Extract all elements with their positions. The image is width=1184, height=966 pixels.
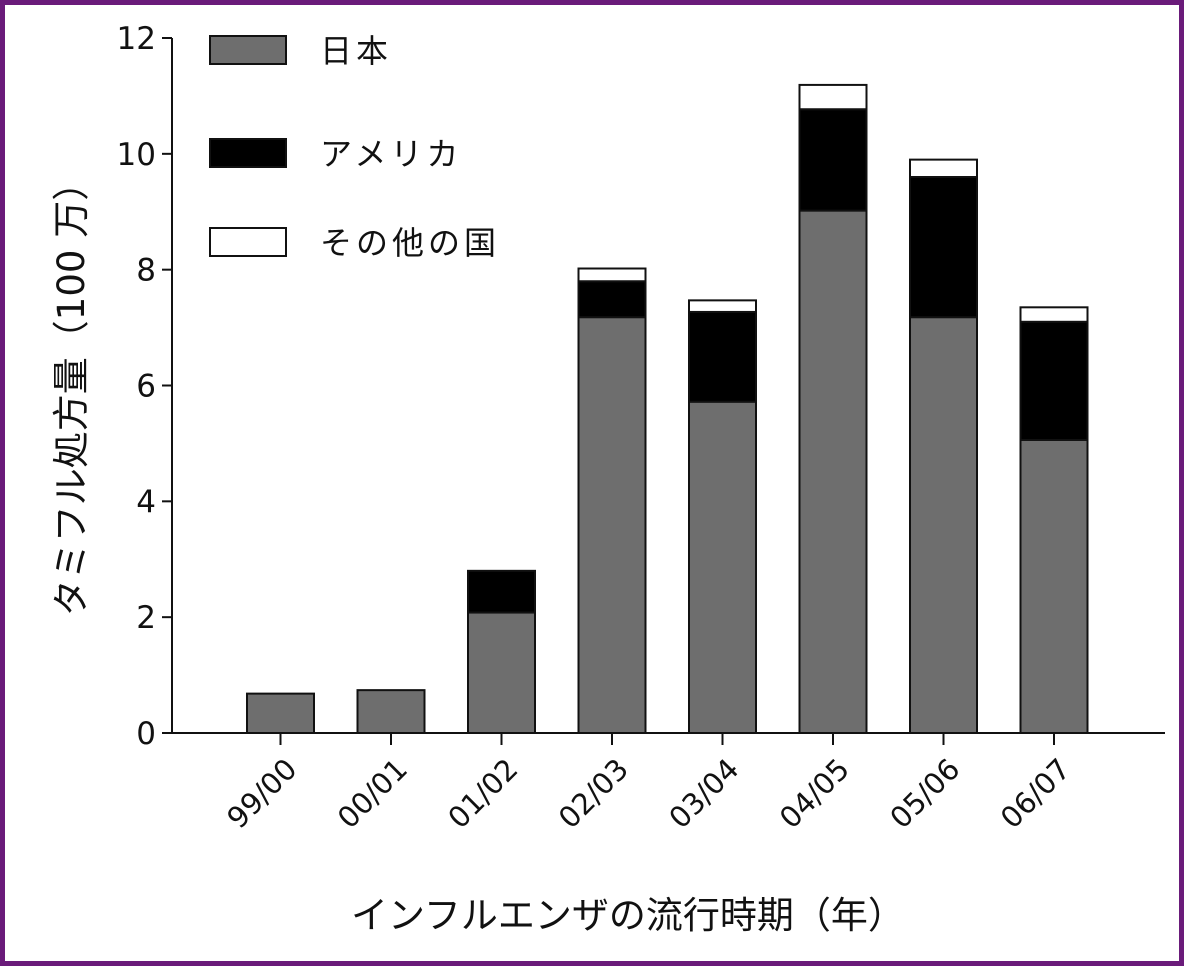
y-tick-label: 2 <box>136 600 156 636</box>
y-tick-label: 8 <box>136 253 156 289</box>
x-tick-label: 06/07 <box>994 752 1077 835</box>
y-tick-label: 0 <box>136 716 156 752</box>
bar-segment-1 <box>798 209 868 734</box>
bar-segment-2 <box>798 108 868 212</box>
legend-swatch <box>209 227 287 257</box>
bar-segment-1 <box>356 689 426 734</box>
bar-segment-1 <box>688 400 757 734</box>
bar-segment-2 <box>688 310 757 403</box>
bar-segment-3 <box>1019 306 1089 323</box>
legend-label: アメリカ <box>320 135 462 173</box>
x-tick-label: 99/00 <box>220 752 303 835</box>
legend-swatch <box>209 138 287 168</box>
bar-segment-3 <box>688 299 757 313</box>
x-tick-label: 00/01 <box>331 752 414 835</box>
y-axis-title: タミフル処方量（100 万） <box>50 164 93 616</box>
bar-segment-2 <box>467 569 536 614</box>
bar-segment-1 <box>467 611 536 734</box>
bar-segment-1 <box>1019 438 1089 734</box>
bar-segment-3 <box>577 267 647 283</box>
legend-label: その他の国 <box>320 224 500 262</box>
legend-label: 日本 <box>320 32 392 70</box>
y-ticks: 0 2 4 6 8 10 12 <box>117 21 172 752</box>
x-tick-label: 02/03 <box>552 752 635 835</box>
y-tick-label: 12 <box>117 21 156 57</box>
x-ticks: 99/00 00/01 01/02 02/03 03/04 04/05 05/06 06/07 <box>220 733 1077 835</box>
bars <box>246 83 1089 734</box>
bar-segment-1 <box>909 316 978 734</box>
x-tick-label: 01/02 <box>441 752 524 835</box>
bar-segment-3 <box>909 158 978 178</box>
bar-segment-2 <box>909 176 978 319</box>
bar-segment-1 <box>577 316 647 734</box>
x-axis-title: インフルエンザの流行時期（年） <box>351 894 905 937</box>
bar-segment-2 <box>1019 320 1089 441</box>
bar-segment-3 <box>798 83 868 111</box>
bar-segment-1 <box>246 692 315 734</box>
x-tick-label: 05/06 <box>883 752 966 835</box>
bar-segment-2 <box>577 280 647 319</box>
legend-swatch <box>209 35 287 65</box>
y-tick-label: 10 <box>117 137 156 173</box>
y-tick-label: 6 <box>136 369 156 405</box>
y-tick-label: 4 <box>136 484 156 520</box>
x-tick-label: 04/05 <box>773 752 856 835</box>
x-tick-label: 03/04 <box>662 752 745 835</box>
